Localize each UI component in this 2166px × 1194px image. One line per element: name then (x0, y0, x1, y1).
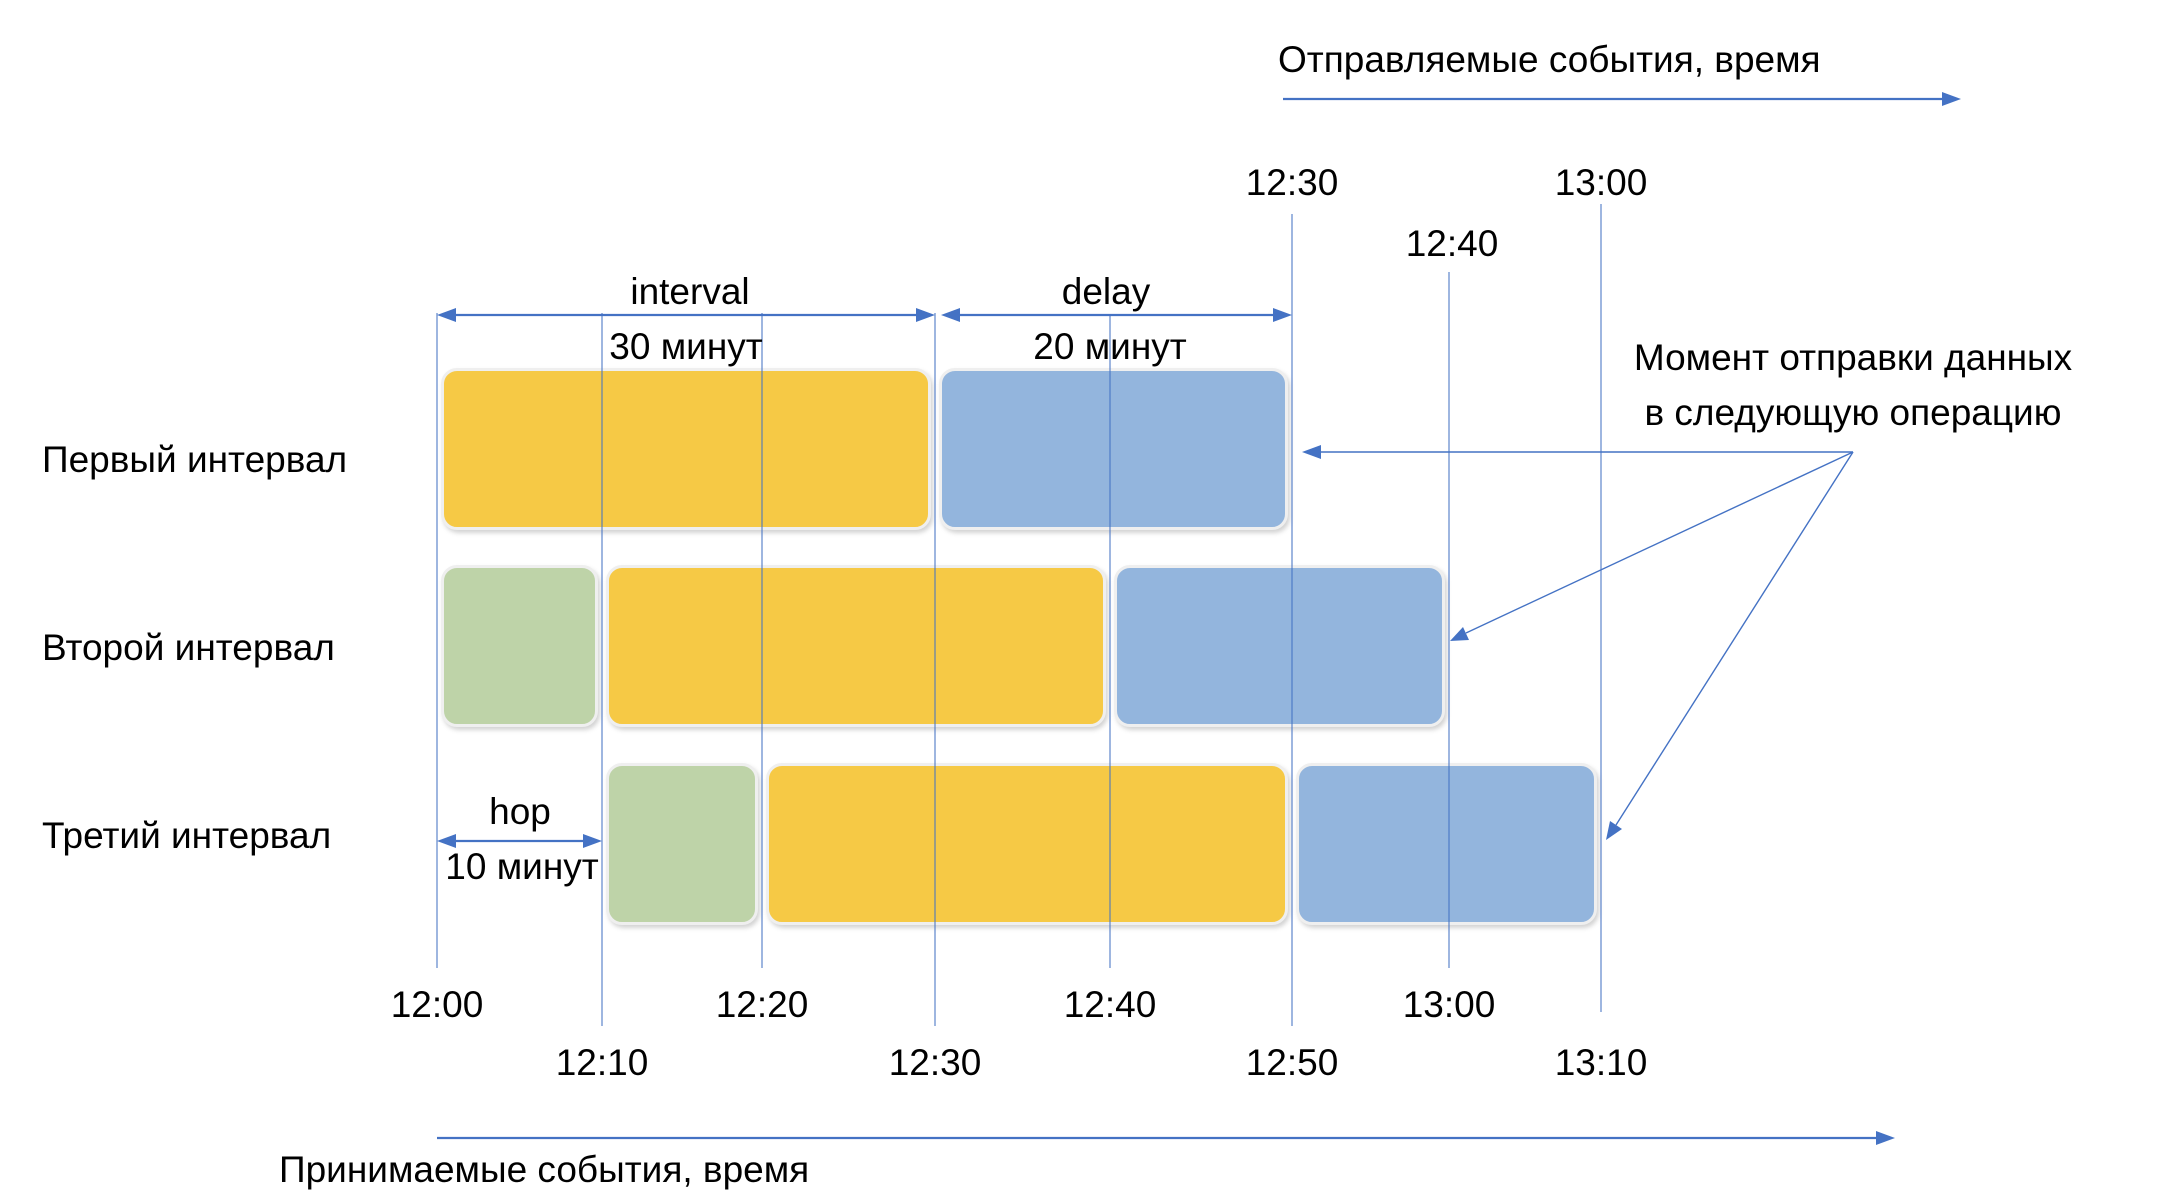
send-tick-12-40: 12:40 (1405, 223, 1499, 264)
send-moment-arrow-row2 (1450, 451, 1854, 641)
row1-label: Первый интервал (42, 439, 348, 480)
receive-tick-12-30: 12:30 (888, 1042, 982, 1083)
row2-early-bar (441, 565, 598, 727)
send-moment-arrow-row1 (1302, 445, 1853, 459)
receive-tick-13-10: 13:10 (1554, 1042, 1648, 1083)
row2-interval-bar (606, 565, 1106, 727)
row1-interval-bar (441, 368, 931, 530)
send-axis-arrow (1283, 92, 1961, 106)
row3-delay-bar (1296, 763, 1597, 925)
row2-delay-bar (1114, 565, 1445, 727)
send-tick-12-30: 12:30 (1245, 162, 1339, 203)
interval-label: interval (630, 271, 750, 312)
receive-axis-arrow (437, 1131, 1895, 1145)
send-moment-callout-line2: в следующую операцию (1644, 392, 2062, 433)
send-moment-callout-line1: Момент отправки данных (1633, 337, 2073, 378)
receive-tick-13-00: 13:00 (1402, 984, 1496, 1025)
interval-value: 30 минут (609, 326, 763, 367)
receive-tick-12-50: 12:50 (1245, 1042, 1339, 1083)
send-axis-title: Отправляемые события, время (1278, 39, 1821, 80)
send-tick-13-00: 13:00 (1554, 162, 1648, 203)
receive-tick-12-20: 12:20 (715, 984, 809, 1025)
delay-label: delay (1061, 271, 1151, 312)
receive-axis-title: Принимаемые события, время (279, 1149, 810, 1190)
hop-value: 10 минут (445, 846, 599, 887)
send-moment-callout: Момент отправки данных в следующую опера… (1593, 330, 2113, 440)
receive-tick-12-00: 12:00 (390, 984, 484, 1025)
row3-early-bar (606, 763, 758, 925)
row2-label: Второй интервал (42, 627, 335, 668)
row1-delay-bar (939, 368, 1288, 530)
receive-tick-12-10: 12:10 (555, 1042, 649, 1083)
receive-tick-12-40: 12:40 (1063, 984, 1157, 1025)
send-moment-arrow-row3 (1606, 451, 1854, 840)
row3-label: Третий интервал (42, 815, 332, 856)
hop-label: hop (489, 791, 551, 832)
delay-value: 20 минут (1033, 326, 1187, 367)
row3-interval-bar (766, 763, 1288, 925)
